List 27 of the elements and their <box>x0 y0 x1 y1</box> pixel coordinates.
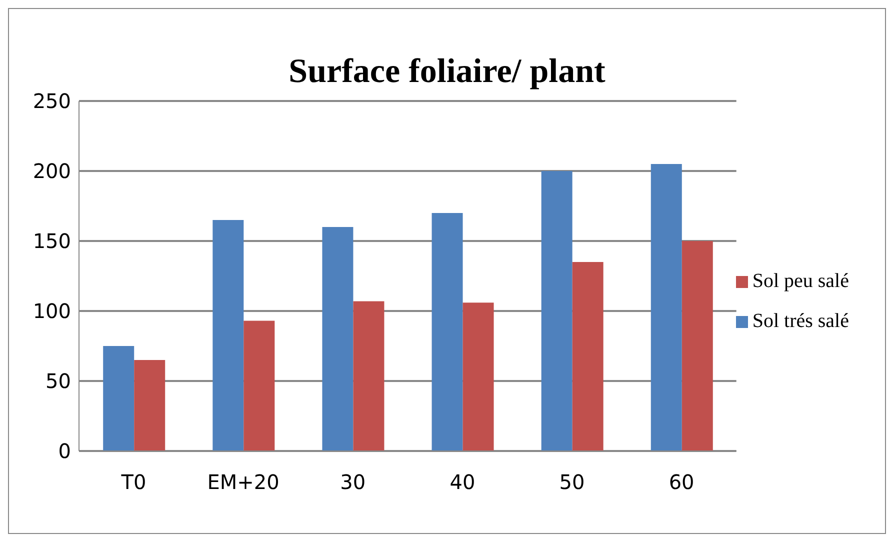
x-tick-label: 40 <box>450 470 476 494</box>
bar <box>353 301 384 451</box>
bar <box>572 262 604 451</box>
x-tick-label: 60 <box>668 470 694 494</box>
y-tick-label: 150 <box>32 229 71 254</box>
x-tick-label: T0 <box>120 470 146 494</box>
bar <box>322 227 354 451</box>
bar <box>462 302 494 451</box>
bar <box>650 164 682 451</box>
y-tick-label: 0 <box>58 439 71 464</box>
y-tick-label: 50 <box>46 369 71 394</box>
x-tick-label: EM+20 <box>207 470 280 494</box>
y-tick-label: 200 <box>32 159 71 184</box>
bar <box>212 220 244 451</box>
legend-label: Sol trés salé <box>752 310 849 332</box>
y-tick-label: 250 <box>32 89 71 114</box>
bar <box>103 346 134 451</box>
bar <box>134 360 166 451</box>
legend-label: Sol peu salé <box>752 270 849 292</box>
x-tick-label: 50 <box>559 470 585 494</box>
x-tick-label: 30 <box>340 470 366 494</box>
bar <box>244 320 275 451</box>
bar <box>541 171 572 451</box>
bar <box>432 213 463 451</box>
bar <box>682 241 713 451</box>
chart-title: Surface foliaire/ plant <box>288 53 606 91</box>
y-tick-label: 100 <box>32 299 71 324</box>
